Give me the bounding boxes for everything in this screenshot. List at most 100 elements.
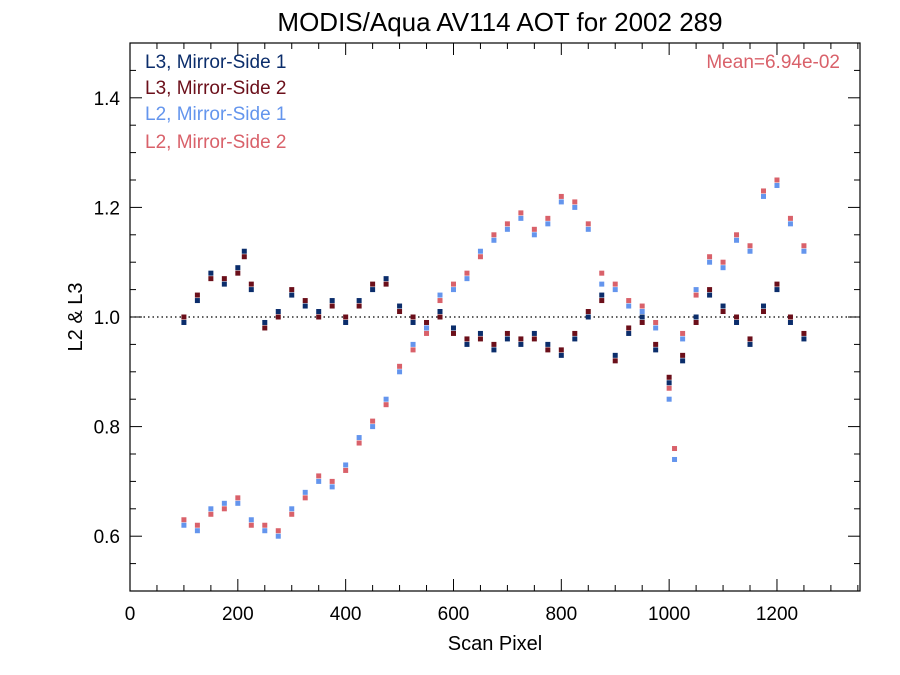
data-point xyxy=(666,374,672,380)
data-point xyxy=(734,237,740,243)
data-point xyxy=(383,281,389,287)
data-point xyxy=(424,319,430,325)
data-point xyxy=(343,462,349,468)
data-point xyxy=(450,325,456,331)
data-point xyxy=(558,352,564,358)
data-point xyxy=(612,281,618,287)
data-point xyxy=(329,303,335,309)
data-point xyxy=(316,314,322,320)
data-point xyxy=(572,199,578,205)
data-point xyxy=(585,314,591,320)
data-point xyxy=(343,314,349,320)
data-point xyxy=(612,287,618,293)
data-point xyxy=(491,347,497,353)
data-point xyxy=(672,456,678,462)
data-point xyxy=(531,226,537,232)
data-point xyxy=(208,270,214,276)
data-point xyxy=(626,325,632,331)
data-point xyxy=(693,314,699,320)
data-point xyxy=(221,276,227,282)
data-point xyxy=(720,303,726,309)
data-point xyxy=(747,243,753,249)
data-point xyxy=(437,309,443,315)
data-point xyxy=(545,221,551,227)
data-point xyxy=(774,281,780,287)
data-point xyxy=(383,276,389,282)
data-point xyxy=(545,215,551,221)
data-point xyxy=(262,522,268,528)
data-point xyxy=(491,341,497,347)
data-point xyxy=(558,193,564,199)
data-point xyxy=(760,193,766,199)
data-point xyxy=(680,330,686,336)
data-point xyxy=(612,358,618,364)
data-point xyxy=(289,287,295,293)
data-point xyxy=(424,325,430,331)
data-point xyxy=(302,489,308,495)
data-point xyxy=(787,221,793,227)
data-point xyxy=(491,232,497,238)
data-point xyxy=(181,517,187,523)
data-point xyxy=(666,385,672,391)
data-point xyxy=(572,204,578,210)
data-point xyxy=(181,314,187,320)
data-point xyxy=(356,303,362,309)
data-point xyxy=(477,254,483,260)
data-point xyxy=(383,396,389,402)
data-point xyxy=(262,319,268,325)
data-point xyxy=(397,369,403,375)
data-point xyxy=(410,314,416,320)
data-point xyxy=(531,232,537,238)
data-point xyxy=(639,303,645,309)
data-point xyxy=(464,276,470,282)
data-point xyxy=(316,478,322,484)
data-point xyxy=(639,309,645,315)
data-point xyxy=(464,341,470,347)
data-point xyxy=(289,292,295,298)
data-point xyxy=(289,511,295,517)
data-point xyxy=(504,226,510,232)
data-point xyxy=(680,358,686,364)
data-point xyxy=(747,341,753,347)
data-point xyxy=(410,319,416,325)
data-point xyxy=(356,440,362,446)
data-point xyxy=(221,281,227,287)
data-point xyxy=(760,303,766,309)
data-point xyxy=(572,330,578,336)
data-point xyxy=(504,336,510,342)
data-point xyxy=(572,336,578,342)
y-axis-ticks: 0.6 0.8 1.0 1.2 1.4 xyxy=(94,42,860,592)
data-point xyxy=(329,478,335,484)
x-axis-ticks: 0 200 400 600 800 1000 1200 xyxy=(125,43,859,625)
data-point xyxy=(666,396,672,402)
data-point xyxy=(585,226,591,232)
data-point xyxy=(437,314,443,320)
data-point xyxy=(464,270,470,276)
data-point xyxy=(477,336,483,342)
data-point xyxy=(316,473,322,479)
data-point xyxy=(747,336,753,342)
data-point xyxy=(437,292,443,298)
x-tick-label: 1200 xyxy=(756,604,798,625)
data-point xyxy=(612,352,618,358)
data-point xyxy=(585,221,591,227)
data-point xyxy=(720,265,726,271)
legend-entry-1: L3, Mirror-Side 1 xyxy=(145,52,287,73)
x-tick-label: 400 xyxy=(330,604,362,625)
data-point xyxy=(639,314,645,320)
data-point xyxy=(599,292,605,298)
data-point xyxy=(558,199,564,205)
data-point xyxy=(450,281,456,287)
data-point xyxy=(235,265,241,271)
data-point xyxy=(262,528,268,534)
data-point xyxy=(760,188,766,194)
data-point xyxy=(707,254,713,260)
data-point xyxy=(518,215,524,221)
data-point xyxy=(248,517,254,523)
data-point xyxy=(194,528,200,534)
y-tick-label: 0.6 xyxy=(94,527,120,548)
data-point xyxy=(410,347,416,353)
data-point xyxy=(787,319,793,325)
data-point xyxy=(302,298,308,304)
